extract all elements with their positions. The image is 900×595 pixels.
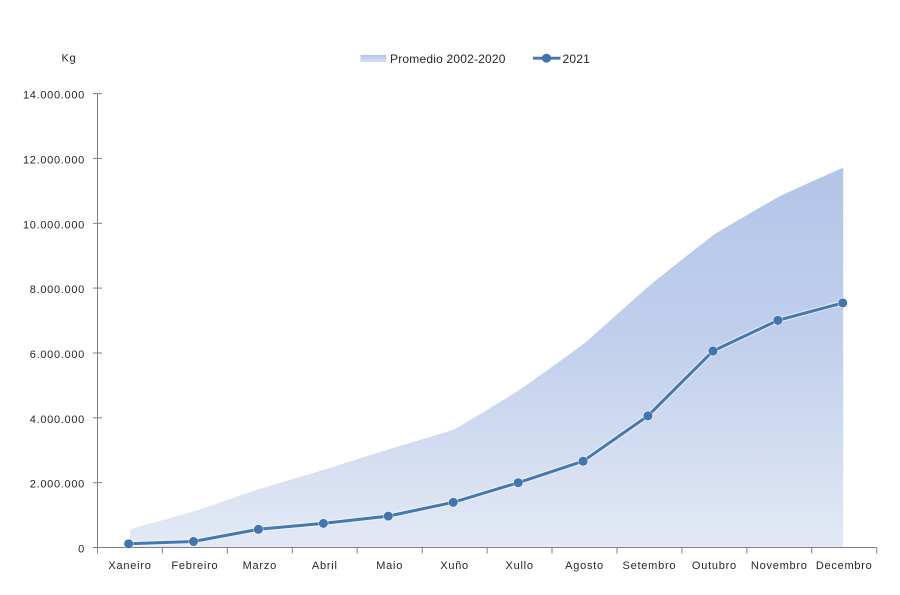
svg-text:Abril: Abril: [312, 560, 338, 572]
svg-text:0: 0: [78, 544, 85, 556]
svg-text:2.000.000: 2.000.000: [30, 479, 85, 491]
svg-text:Maio: Maio: [376, 560, 403, 572]
svg-text:Decembro: Decembro: [816, 560, 873, 572]
svg-text:Xullo: Xullo: [505, 560, 533, 572]
svg-text:4.000.000: 4.000.000: [30, 414, 85, 426]
svg-text:8.000.000: 8.000.000: [30, 284, 85, 296]
svg-text:Xuño: Xuño: [440, 560, 469, 572]
svg-text:Kg: Kg: [62, 53, 77, 65]
svg-text:Setembro: Setembro: [623, 560, 677, 572]
svg-text:2021: 2021: [563, 52, 591, 66]
svg-text:14.000.000: 14.000.000: [23, 90, 85, 102]
svg-text:12.000.000: 12.000.000: [23, 154, 85, 166]
svg-text:Agosto: Agosto: [565, 560, 604, 572]
svg-text:Outubro: Outubro: [692, 560, 737, 572]
svg-text:10.000.000: 10.000.000: [23, 219, 85, 231]
svg-text:Promedio 2002-2020: Promedio 2002-2020: [390, 52, 506, 66]
svg-text:Febreiro: Febreiro: [171, 560, 218, 572]
svg-text:Marzo: Marzo: [243, 560, 277, 572]
svg-text:Novembro: Novembro: [751, 560, 808, 572]
svg-text:Xaneiro: Xaneiro: [108, 560, 151, 572]
svg-text:6.000.000: 6.000.000: [30, 349, 85, 361]
